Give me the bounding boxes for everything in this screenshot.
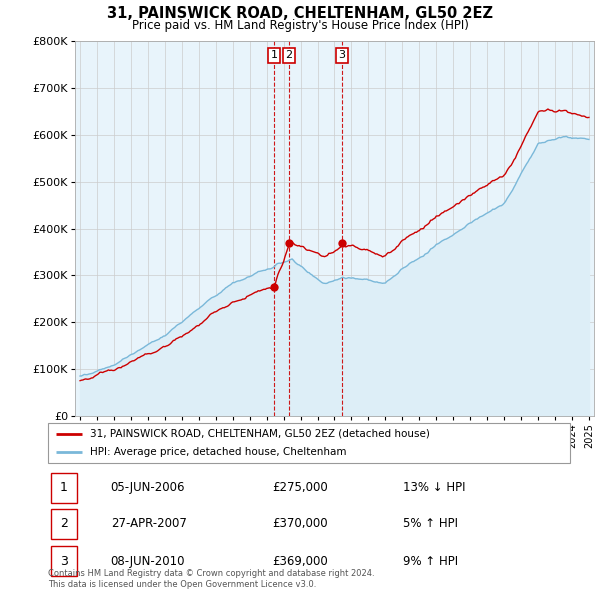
- Text: 08-JUN-2010: 08-JUN-2010: [110, 555, 185, 568]
- Text: Price paid vs. HM Land Registry's House Price Index (HPI): Price paid vs. HM Land Registry's House …: [131, 19, 469, 32]
- FancyBboxPatch shape: [50, 546, 77, 576]
- Text: Contains HM Land Registry data © Crown copyright and database right 2024.
This d: Contains HM Land Registry data © Crown c…: [48, 569, 374, 589]
- Text: 9% ↑ HPI: 9% ↑ HPI: [403, 555, 458, 568]
- Text: 5% ↑ HPI: 5% ↑ HPI: [403, 517, 458, 530]
- Text: £370,000: £370,000: [272, 517, 328, 530]
- Text: 31, PAINSWICK ROAD, CHELTENHAM, GL50 2EZ: 31, PAINSWICK ROAD, CHELTENHAM, GL50 2EZ: [107, 6, 493, 21]
- Text: 31, PAINSWICK ROAD, CHELTENHAM, GL50 2EZ (detached house): 31, PAINSWICK ROAD, CHELTENHAM, GL50 2EZ…: [90, 429, 430, 439]
- Text: 1: 1: [271, 50, 277, 60]
- FancyBboxPatch shape: [50, 473, 77, 503]
- Text: 1: 1: [60, 481, 68, 494]
- FancyBboxPatch shape: [48, 423, 570, 463]
- Text: 3: 3: [60, 555, 68, 568]
- Text: £275,000: £275,000: [272, 481, 328, 494]
- Text: 13% ↓ HPI: 13% ↓ HPI: [403, 481, 466, 494]
- Text: 2: 2: [286, 50, 293, 60]
- FancyBboxPatch shape: [50, 509, 77, 539]
- Text: 3: 3: [338, 50, 345, 60]
- Text: 2: 2: [60, 517, 68, 530]
- Text: £369,000: £369,000: [272, 555, 328, 568]
- Text: 05-JUN-2006: 05-JUN-2006: [110, 481, 185, 494]
- Text: HPI: Average price, detached house, Cheltenham: HPI: Average price, detached house, Chel…: [90, 447, 346, 457]
- Text: 27-APR-2007: 27-APR-2007: [110, 517, 187, 530]
